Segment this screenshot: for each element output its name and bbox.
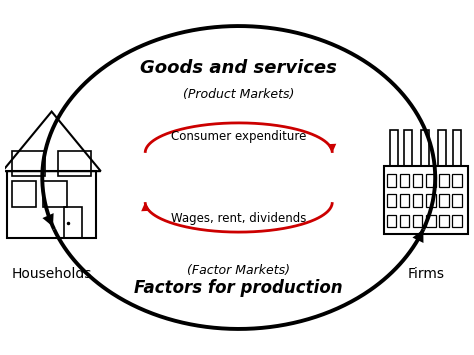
Bar — [453, 130, 461, 166]
Bar — [43, 181, 67, 207]
Text: Wages, rent, dividends: Wages, rent, dividends — [171, 212, 306, 224]
Bar — [384, 166, 468, 234]
Text: Consumer expenditure: Consumer expenditure — [171, 131, 306, 143]
Bar — [7, 171, 96, 238]
Text: Goods and services: Goods and services — [140, 59, 337, 77]
Bar — [400, 215, 410, 227]
Bar — [413, 215, 422, 227]
Bar — [404, 130, 412, 166]
Bar — [387, 215, 396, 227]
Text: (Product Markets): (Product Markets) — [183, 88, 294, 101]
Bar — [413, 195, 422, 207]
Bar — [452, 174, 462, 186]
Bar — [12, 151, 45, 176]
Bar — [413, 174, 422, 186]
Bar — [58, 151, 91, 176]
Bar — [426, 215, 436, 227]
Bar — [439, 195, 448, 207]
Bar — [400, 174, 410, 186]
Text: (Factor Markets): (Factor Markets) — [187, 264, 290, 277]
Bar — [387, 174, 396, 186]
Bar — [439, 174, 448, 186]
Bar — [426, 174, 436, 186]
Text: Factors for production: Factors for production — [135, 279, 343, 297]
Bar — [387, 195, 396, 207]
Bar — [12, 181, 36, 207]
Bar — [391, 130, 399, 166]
Bar — [426, 195, 436, 207]
Bar — [452, 215, 462, 227]
Bar — [452, 195, 462, 207]
Bar — [64, 207, 82, 238]
Text: Households: Households — [11, 267, 92, 281]
Bar — [438, 130, 446, 166]
Text: Firms: Firms — [407, 267, 444, 281]
Bar — [439, 215, 448, 227]
Bar — [421, 130, 429, 166]
Bar — [400, 195, 410, 207]
